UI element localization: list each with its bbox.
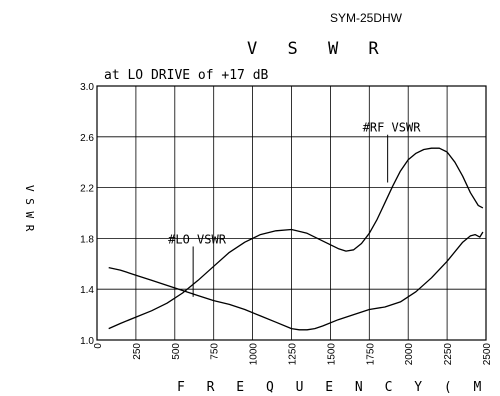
series-line-lo-vswr [108, 231, 484, 331]
annotation-label: #LO VSWR [168, 232, 227, 246]
x-tick-label: 2500 [482, 343, 493, 366]
model-number: SYM-25DHW [330, 11, 403, 25]
grid [96, 85, 487, 341]
annotation-label: #RF VSWR [363, 121, 422, 135]
x-tick-label: 750 [210, 343, 221, 360]
x-tick-label: 500 [171, 343, 182, 360]
x-tick-label: 2000 [404, 343, 415, 366]
x-tick-label: 2250 [443, 343, 454, 366]
series-lines [108, 147, 484, 331]
y-tick-label: 1.0 [80, 336, 94, 347]
x-tick-label: 250 [132, 343, 143, 360]
y-tick-label: 1.4 [80, 285, 94, 296]
y-tick-label: 3.0 [80, 82, 94, 93]
x-tick-label: 0 [93, 343, 104, 349]
chart-subtitle: at LO DRIVE of +17 dB [104, 68, 269, 83]
y-tick-label: 2.2 [80, 184, 94, 195]
annotations: #RF VSWR #LO VSWR [168, 121, 421, 297]
y-tick-label: 2.6 [80, 133, 94, 144]
y-tick-label: 1.8 [80, 234, 94, 245]
chart-title: V S W R [247, 39, 389, 59]
x-tick-label: 1500 [326, 343, 337, 366]
x-axis-label: F R E Q U E N C Y ( M H z ) [177, 380, 500, 395]
x-tick-label: 1750 [365, 343, 376, 366]
tick-labels: 0 250 500 750 1000 1250 1500 1750 2000 2250 2500 1.… [80, 82, 493, 365]
x-tick-label: 1000 [249, 343, 260, 366]
x-tick-label: 1250 [288, 343, 299, 366]
y-axis-label: V S W R [23, 185, 36, 232]
